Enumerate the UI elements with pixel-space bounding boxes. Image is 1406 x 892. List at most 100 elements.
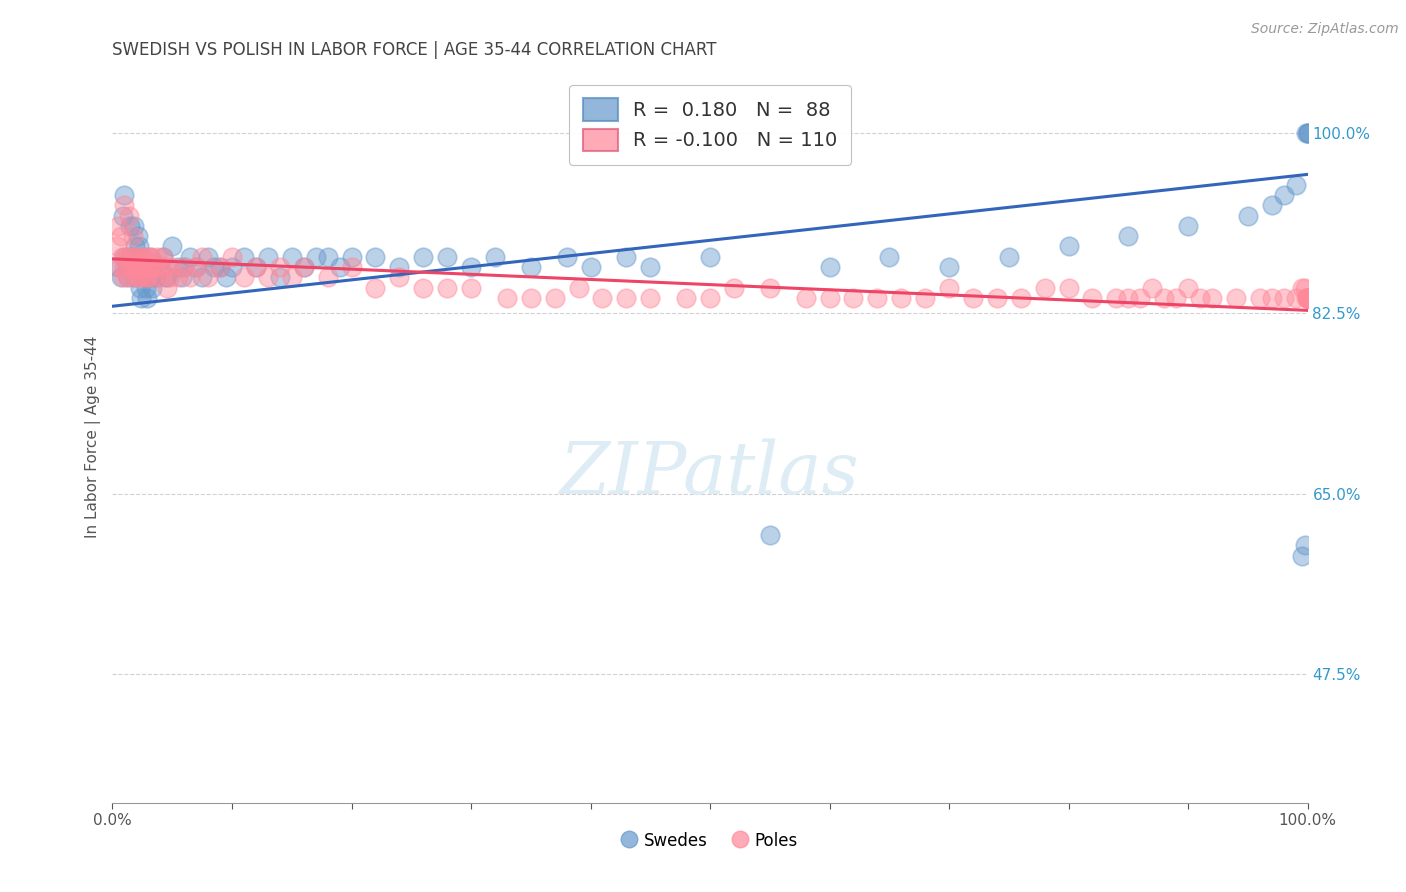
Point [1261,291,1284,305]
Point [145,250,167,264]
Point [124,260,146,274]
Point [132,260,155,274]
Point [141,281,163,295]
Point [143,260,166,274]
Point [1296,126,1319,140]
Point [125,260,148,274]
Point [129,260,152,274]
Point [1285,178,1308,192]
Point [640,291,662,305]
Point [1261,198,1284,212]
Point [592,291,614,305]
Point [1237,209,1260,223]
Point [1296,291,1319,305]
Point [269,260,291,274]
Point [818,260,841,274]
Point [122,219,145,233]
Point [110,229,132,244]
Point [675,291,697,305]
Point [818,291,841,305]
Point [986,291,1008,305]
Point [134,270,156,285]
Point [209,260,232,274]
Point [162,239,183,253]
Point [962,291,984,305]
Point [138,270,160,285]
Point [1057,239,1080,253]
Point [120,260,142,274]
Point [1296,291,1319,305]
Point [460,281,482,295]
Point [221,260,243,274]
Point [127,270,149,285]
Point [233,270,256,285]
Point [1118,229,1140,244]
Point [1142,281,1164,295]
Point [890,291,912,305]
Point [125,250,148,264]
Point [257,250,280,264]
Point [135,270,157,285]
Point [699,250,721,264]
Point [879,250,901,264]
Point [1105,291,1128,305]
Point [1153,291,1175,305]
Point [117,270,139,285]
Point [364,281,387,295]
Point [1272,291,1295,305]
Point [118,209,141,223]
Point [1296,126,1319,140]
Point [167,260,190,274]
Point [179,250,201,264]
Point [640,260,662,274]
Point [115,260,138,274]
Point [149,260,172,274]
Point [998,250,1021,264]
Point [173,260,195,274]
Point [149,270,172,285]
Point [202,260,225,274]
Point [107,219,129,233]
Point [138,250,160,264]
Point [616,291,638,305]
Point [129,281,152,295]
Point [179,270,201,285]
Point [108,260,131,274]
Point [114,198,135,212]
Point [112,270,135,285]
Point [759,281,782,295]
Point [340,250,363,264]
Point [1291,549,1313,563]
Point [156,281,179,295]
Point [115,270,138,285]
Point [156,270,179,285]
Point [436,281,458,295]
Point [105,239,128,253]
Point [245,260,267,274]
Point [128,260,150,274]
Point [1129,291,1152,305]
Point [759,528,782,542]
Point [209,260,232,274]
Point [412,281,434,295]
Point [520,291,543,305]
Point [316,270,339,285]
Text: SWEDISH VS POLISH IN LABOR FORCE | AGE 35-44 CORRELATION CHART: SWEDISH VS POLISH IN LABOR FORCE | AGE 3… [112,41,717,59]
Point [1296,291,1319,305]
Point [1291,281,1313,295]
Y-axis label: In Labor Force | Age 35-44: In Labor Force | Age 35-44 [86,336,101,538]
Point [1272,188,1295,202]
Point [120,250,142,264]
Point [245,260,267,274]
Point [114,250,136,264]
Point [186,260,208,274]
Point [842,291,865,305]
Point [364,250,387,264]
Point [340,260,363,274]
Point [145,270,167,285]
Point [1118,291,1140,305]
Point [1296,291,1319,305]
Point [153,270,176,285]
Point [1285,291,1308,305]
Point [136,250,159,264]
